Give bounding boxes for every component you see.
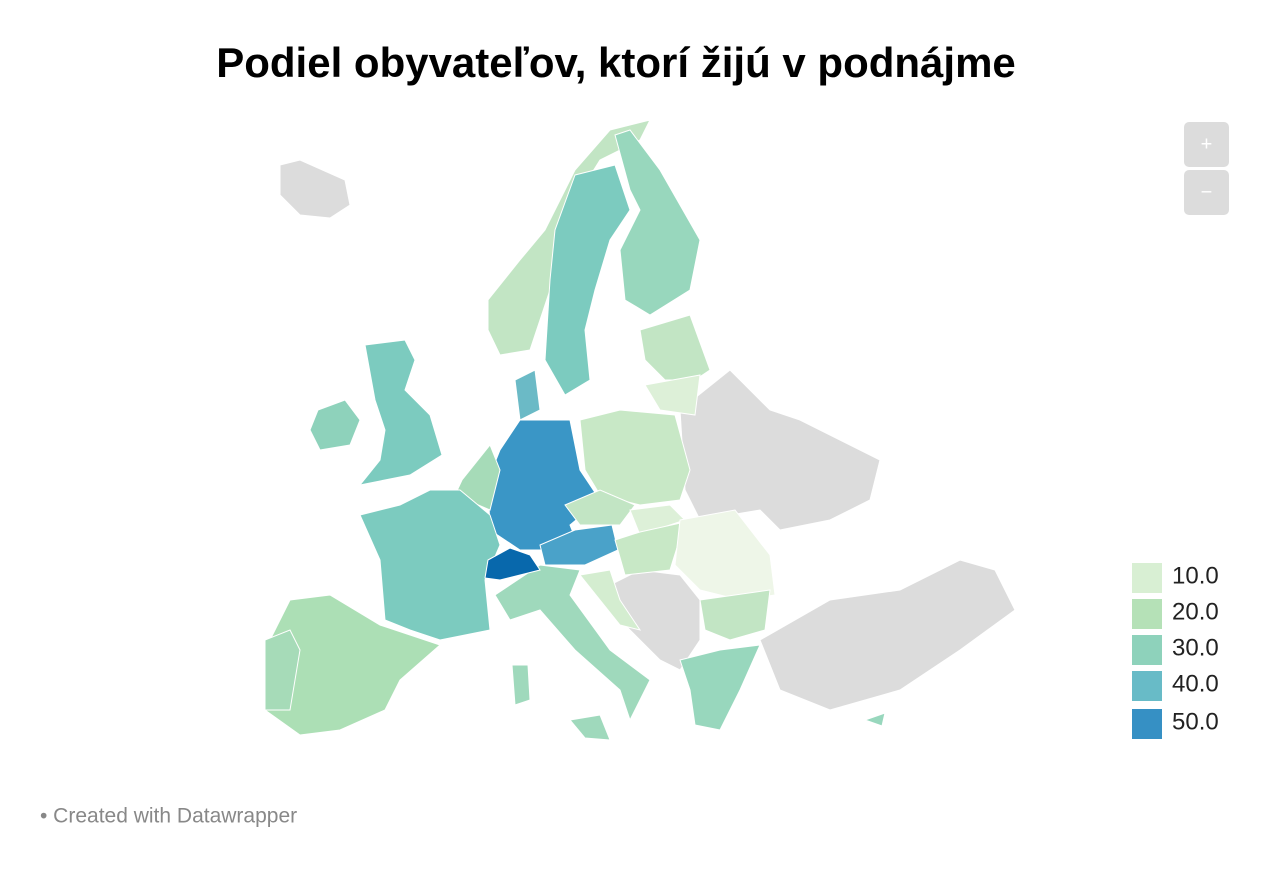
region <box>679 369 881 531</box>
region <box>564 489 636 526</box>
legend-label: 30.0 <box>1172 634 1219 661</box>
region <box>699 589 771 641</box>
region <box>309 399 361 451</box>
region <box>484 547 541 581</box>
legend-swatch <box>1132 635 1162 665</box>
zoom-controls[interactable]: + − <box>1184 122 1229 215</box>
legend-swatch <box>1132 563 1162 593</box>
region <box>639 314 711 381</box>
region <box>279 159 351 219</box>
region <box>614 129 701 316</box>
legend-label: 10.0 <box>1172 562 1219 589</box>
region <box>487 119 651 356</box>
legend-swatch <box>1132 599 1162 629</box>
zoom-in-label[interactable]: + <box>1201 133 1213 155</box>
map <box>264 119 1016 741</box>
region <box>759 559 1016 711</box>
region <box>494 564 651 722</box>
legend-label: 20.0 <box>1172 598 1219 625</box>
region <box>487 419 601 551</box>
legend-label: 40.0 <box>1172 670 1219 697</box>
zoom-out-label[interactable]: − <box>1201 181 1213 203</box>
footer: • Created with Datawrapper <box>40 805 297 828</box>
region <box>511 664 531 706</box>
legend-swatch <box>1132 709 1162 739</box>
legend-label: 50.0 <box>1172 708 1219 735</box>
region <box>679 644 761 731</box>
region <box>614 521 686 576</box>
region <box>579 409 691 506</box>
region <box>544 164 631 396</box>
region <box>569 714 611 741</box>
region <box>674 509 776 601</box>
region <box>863 712 886 727</box>
region <box>264 629 301 711</box>
region <box>579 569 642 631</box>
region <box>644 374 701 416</box>
title: Podiel obyvateľov, ktorí žijú v podnájme <box>216 39 1016 86</box>
zoom-in[interactable] <box>1184 122 1229 167</box>
legend-swatch <box>1132 671 1162 701</box>
region <box>514 369 541 421</box>
region <box>359 489 501 641</box>
zoom-out[interactable] <box>1184 170 1229 215</box>
region <box>358 339 443 486</box>
